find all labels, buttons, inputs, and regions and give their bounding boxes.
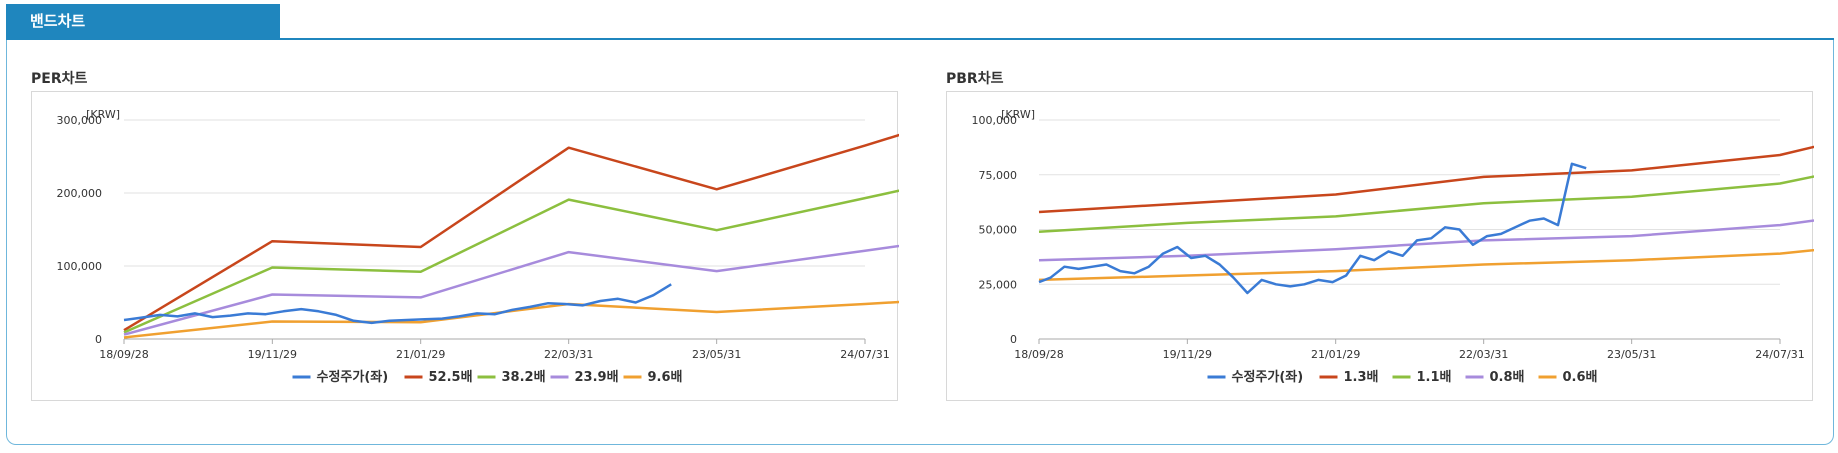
per-chart: [KRW] 0 100,000 200,000 300,000 18/09/28 19/11… — [31, 91, 899, 401]
legend-label: 52.5배 — [429, 369, 473, 385]
pbr-chart-title: PBR차트 — [946, 71, 1004, 87]
x-tick-label: 21/01/29 — [396, 348, 445, 361]
y-tick-label: 0 — [1010, 333, 1017, 346]
y-tick-label: 0 — [95, 333, 102, 346]
y-tick-label: 50,000 — [979, 224, 1018, 237]
x-tick-label: 21/01/29 — [1311, 348, 1360, 361]
y-tick-label: 200,000 — [57, 187, 103, 200]
x-tick-label: 23/05/31 — [1607, 348, 1656, 361]
legend-label: 수정주가(좌) — [1232, 369, 1304, 385]
band-line-1.1배 — [1038, 175, 1814, 233]
x-tick-label: 23/05/31 — [692, 348, 741, 361]
x-tick-label: 22/03/31 — [1459, 348, 1508, 361]
y-tick-label: 25,000 — [979, 278, 1018, 291]
unit-label: [KRW] — [1001, 108, 1035, 121]
y-tick-label: 300,000 — [57, 114, 103, 127]
legend-label: 23.9배 — [575, 369, 619, 385]
legend-label: 1.1배 — [1417, 369, 1452, 385]
tab-band-chart[interactable]: 밴드차트 — [6, 4, 280, 38]
price-line — [123, 283, 672, 325]
tab-underline — [6, 38, 1834, 40]
pbr-chart: [KRW] 0 25,000 50,000 75,000 100,000 18/09/28 1… — [946, 91, 1814, 401]
price-line — [1038, 162, 1587, 295]
x-tick-label: 18/09/28 — [1014, 348, 1063, 361]
band-line-38.2배 — [123, 189, 899, 334]
x-tick-label: 22/03/31 — [544, 348, 593, 361]
band-line-9.6배 — [123, 300, 899, 339]
band-chart-panel — [6, 40, 1834, 445]
legend-label: 1.3배 — [1344, 369, 1379, 385]
per-chart-title: PER차트 — [31, 71, 88, 87]
y-tick-label: 75,000 — [979, 169, 1018, 182]
legend-label: 수정주가(좌) — [317, 369, 389, 385]
band-line-0.6배 — [1038, 248, 1814, 282]
band-line-1.3배 — [1038, 145, 1814, 214]
legend-label: 0.6배 — [1563, 369, 1598, 385]
band-line-23.9배 — [123, 244, 899, 336]
pbr-chart-svg: [KRW] 0 25,000 50,000 75,000 100,000 18/09/28 1… — [972, 108, 1814, 385]
per-chart-svg: [KRW] 0 100,000 200,000 300,000 18/09/28 19/11… — [57, 108, 899, 385]
legend-label: 38.2배 — [502, 369, 546, 385]
x-tick-label: 24/07/31 — [840, 348, 889, 361]
x-tick-label: 19/11/29 — [1163, 348, 1212, 361]
y-tick-label: 100,000 — [57, 260, 103, 273]
band-line-52.5배 — [123, 133, 899, 332]
y-tick-label: 100,000 — [972, 114, 1018, 127]
x-tick-label: 19/11/29 — [248, 348, 297, 361]
legend-label: 9.6배 — [648, 369, 683, 385]
x-tick-label: 24/07/31 — [1755, 348, 1804, 361]
x-tick-label: 18/09/28 — [99, 348, 148, 361]
unit-label: [KRW] — [86, 108, 120, 121]
legend-label: 0.8배 — [1490, 369, 1525, 385]
